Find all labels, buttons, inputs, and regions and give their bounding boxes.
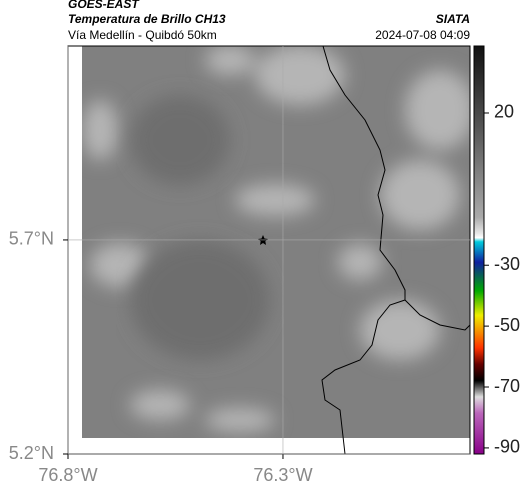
boundaries (321, 45, 471, 455)
x-tick-label: 76.3°W (253, 465, 312, 485)
imagery (82, 46, 470, 438)
colorbar-tick-label: -30 (494, 254, 520, 274)
y-tick-label: 5.7°N (9, 229, 54, 249)
datetime: 2024-07-08 04:09 (375, 28, 470, 42)
colorbar-tick-label: -90 (494, 437, 520, 457)
colorbar-tick-label: -50 (494, 315, 520, 335)
map-subtitle: Vía Medellín - Quibdó 50km (68, 28, 217, 42)
satellite-name: GOES-EAST (68, 0, 140, 11)
colorbar-tick-label: 20 (494, 102, 514, 122)
source: SIATA (436, 12, 470, 26)
colorbar-tick-label: -70 (494, 376, 520, 396)
x-tick-label: 76.8°W (38, 465, 97, 485)
y-tick-label: 5.2°N (9, 443, 54, 463)
map-title: Temperatura de Brillo CH13 (68, 12, 226, 26)
colorbar (473, 45, 485, 455)
